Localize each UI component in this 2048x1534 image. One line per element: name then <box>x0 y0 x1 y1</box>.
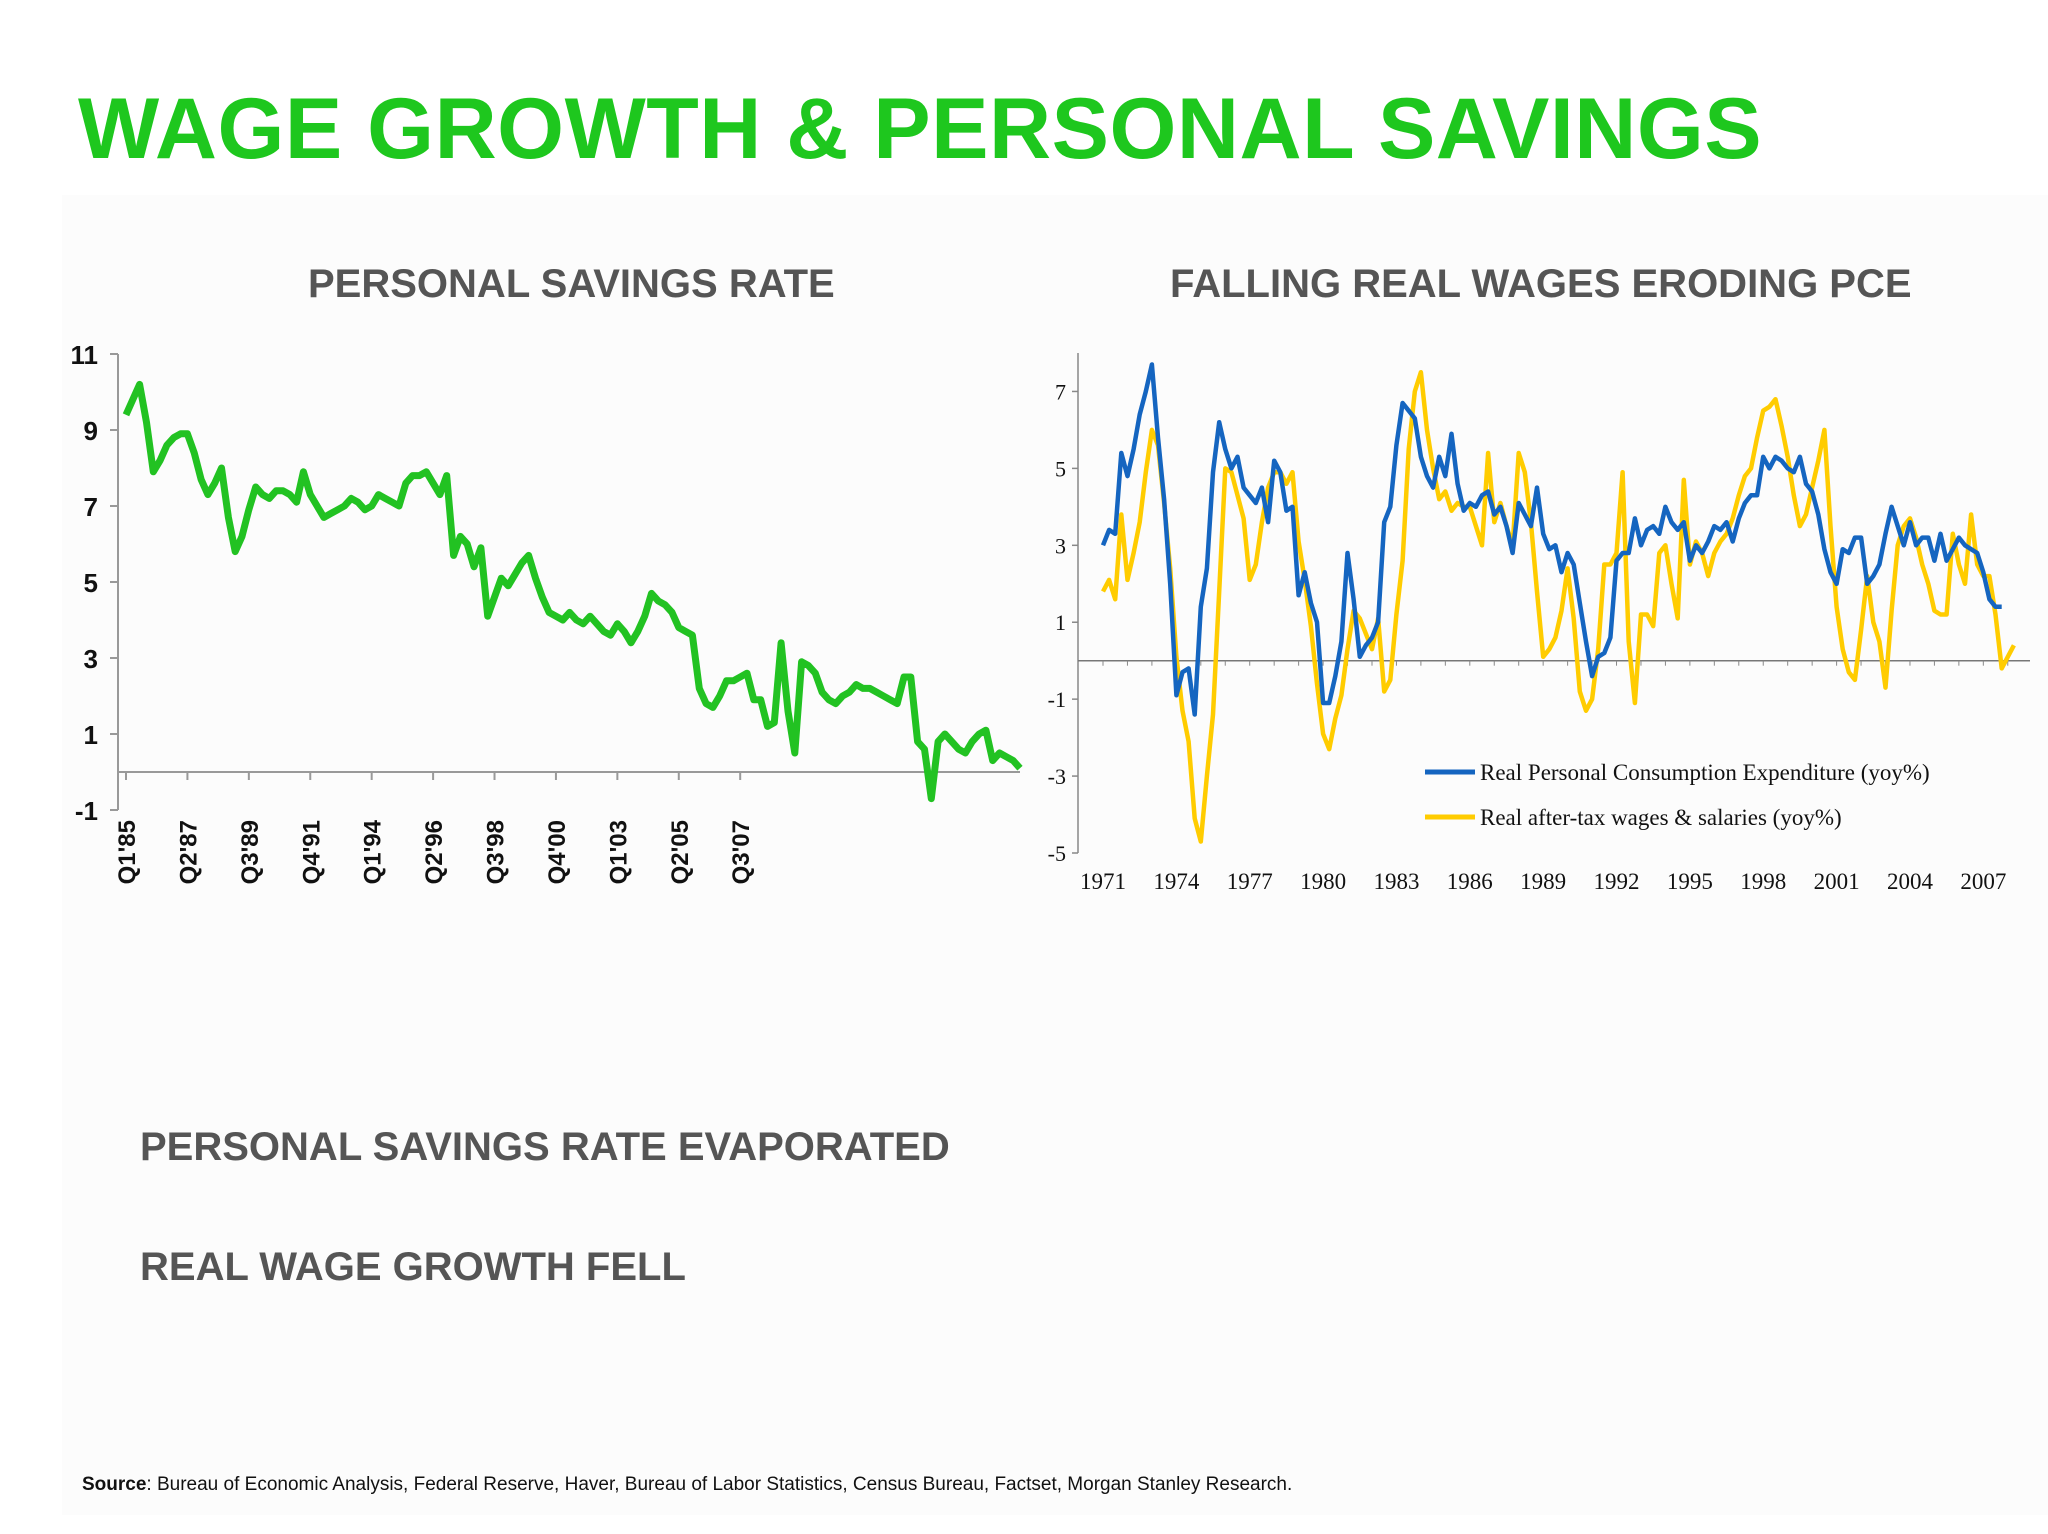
x-tick-label: Q4'00 <box>544 820 571 884</box>
source-text: : Bureau of Economic Analysis, Federal R… <box>146 1474 1293 1495</box>
y-tick-label: 5 <box>84 568 98 598</box>
x-tick-label: 1989 <box>1520 869 1566 894</box>
wages-pce-chart: 7 5 3 1 -1 -3 -5 1971 1974 1977 1980 1983 1986 1989 19… <box>1048 353 2030 894</box>
y-tick-label: 3 <box>1055 533 1066 558</box>
x-tick-label: Q1'94 <box>360 819 387 884</box>
y-tick-label: 7 <box>1055 379 1066 404</box>
y-tick-label: 11 <box>71 340 99 370</box>
x-tick-label: Q1'85 <box>114 820 141 884</box>
x-tick-label: Q1'03 <box>605 820 632 884</box>
bullet-wages: REAL WAGE GROWTH FELL <box>140 1245 686 1289</box>
x-tick-label: Q3'98 <box>483 820 510 884</box>
x-tick-label: 1983 <box>1373 869 1419 894</box>
x-tick-label: Q3'07 <box>728 820 755 884</box>
y-tick-label: 1 <box>1055 610 1066 635</box>
slide-title: WAGE GROWTH & PERSONAL SAVINGS <box>78 81 1763 177</box>
x-tick-label: Q3'89 <box>237 820 264 884</box>
x-tick-label: 2007 <box>1960 869 2006 894</box>
x-tick-label: 1986 <box>1447 869 1493 894</box>
x-tick-label: Q4'91 <box>298 820 325 884</box>
y-tick-label: 1 <box>84 720 98 750</box>
x-tick-label: 1995 <box>1667 869 1713 894</box>
wages-line <box>1101 369 2016 844</box>
y-tick-label: -5 <box>1048 841 1066 866</box>
x-tick-label: 1971 <box>1080 869 1126 894</box>
y-tick-label: -1 <box>1048 687 1066 712</box>
legend-label: Real Personal Consumption Expenditure (y… <box>1480 760 1930 785</box>
savings-chart-title: PERSONAL SAVINGS RATE <box>308 262 835 306</box>
content-panel <box>62 195 2048 1515</box>
legend-label: Real after-tax wages & salaries (yoy%) <box>1480 805 1842 830</box>
source-label: Source <box>82 1474 147 1495</box>
wages-chart-title: FALLING REAL WAGES ERODING PCE <box>1170 262 1912 306</box>
savings-rate-chart: 11 9 7 5 3 1 -1 Q1'85 Q2'87 Q3'89 Q4'91 Q1'94 Q2'96 Q… <box>71 340 1023 884</box>
y-tick-label: 3 <box>84 644 98 674</box>
x-tick-label: Q2'96 <box>421 820 448 884</box>
x-tick-label: 1992 <box>1594 869 1640 894</box>
x-tick-label: 2001 <box>1814 869 1860 894</box>
x-tick-label: 1998 <box>1740 869 1786 894</box>
y-tick-label: -1 <box>75 796 98 826</box>
y-tick-label: -3 <box>1048 764 1066 789</box>
x-tick-label: Q2'87 <box>175 820 202 884</box>
x-tick-label: 1974 <box>1153 869 1200 894</box>
x-tick-label: 2004 <box>1887 869 1934 894</box>
source-note: Source: Bureau of Economic Analysis, Fed… <box>82 1474 1292 1496</box>
pce-line <box>1100 362 2002 717</box>
savings-rate-line <box>122 380 1023 803</box>
y-tick-label: 7 <box>84 492 98 522</box>
y-tick-label: 5 <box>1055 456 1066 481</box>
x-tick-label: 1977 <box>1227 869 1273 894</box>
x-tick-label: Q2'05 <box>667 820 694 884</box>
x-tick-label: 1980 <box>1300 869 1346 894</box>
y-tick-label: 9 <box>84 416 98 446</box>
bullet-savings: PERSONAL SAVINGS RATE EVAPORATED <box>140 1125 950 1169</box>
